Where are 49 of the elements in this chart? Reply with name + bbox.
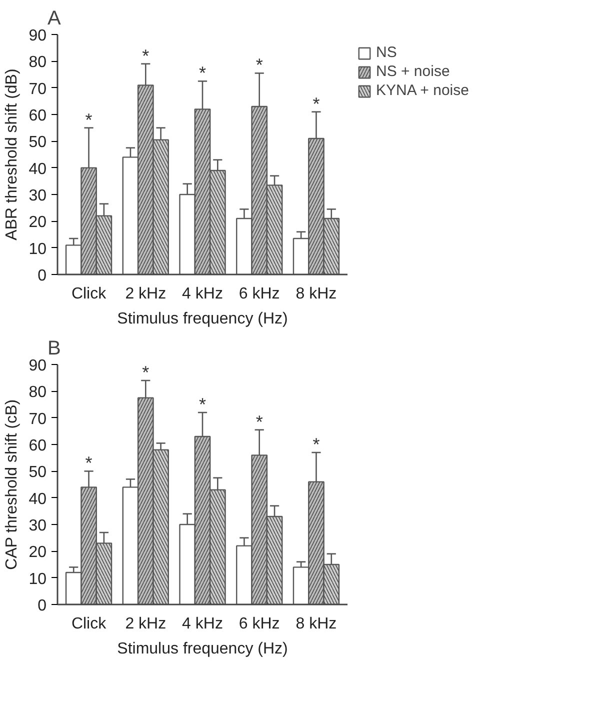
y-tick-label: 10 [28, 570, 47, 588]
annotation: * [142, 362, 150, 382]
x-tick-label: 4 kHz [182, 616, 223, 632]
x-tick-label: 2 kHz [125, 286, 166, 302]
annotation: * [312, 94, 320, 114]
chart-title: A [48, 8, 62, 30]
annotation: * [256, 55, 263, 76]
x-tick-label: 6 kHz [238, 616, 280, 632]
y-tick-label: 60 [28, 438, 47, 454]
y-tick-label: 30 [28, 188, 47, 204]
annotation: * [199, 63, 206, 84]
annotation: * [199, 394, 206, 414]
legend-label: NS + noise [376, 63, 450, 80]
y-tick-label: 70 [28, 80, 47, 98]
annotation: * [312, 434, 320, 454]
y-tick-label: 70 [28, 410, 47, 428]
y-tick-label: 0 [38, 268, 47, 284]
y-tick-label: 80 [28, 54, 47, 72]
x-tick-label: 2 kHz [125, 616, 166, 632]
annotation: * [85, 110, 92, 130]
x-tick-label: 8 kHz [296, 616, 337, 632]
legend-label: NS [376, 44, 397, 61]
x-tick-label: Click [71, 286, 108, 302]
x-tick-label: 8 kHz [296, 286, 337, 302]
y-tick-label: 0 [38, 598, 47, 614]
x-tick-label: Click [71, 616, 108, 632]
y-tick-label: 80 [28, 384, 47, 402]
legend-label: KYNA + noise [376, 82, 469, 99]
y-tick-label: 30 [28, 518, 47, 534]
y-tick-label: 40 [28, 160, 47, 178]
y-tick-label: 10 [28, 240, 47, 258]
x-tick-label: 4 kHz [182, 286, 223, 302]
y-tick-label: 60 [28, 108, 47, 124]
chart-title: B [48, 338, 61, 360]
y-tick-label: 50 [28, 134, 47, 152]
x-tick-label: 6 kHz [238, 286, 280, 302]
x-axis-title: Stimulus frequency (Hz) [117, 310, 288, 328]
annotation: * [85, 453, 92, 474]
y-tick-label: 20 [28, 214, 47, 232]
y-axis-title: ABR threshold shift (dB) [4, 68, 21, 240]
x-axis-title: Stimulus frequency (Hz) [117, 640, 288, 658]
annotation: * [256, 412, 263, 432]
y-tick-label: 90 [28, 358, 47, 374]
y-tick-label: 40 [28, 490, 47, 508]
annotation: * [142, 46, 150, 66]
y-tick-label: 20 [28, 544, 47, 562]
y-axis-title: CAP threshold shift (cB) [4, 399, 21, 570]
y-tick-label: 50 [28, 464, 47, 482]
y-tick-label: 90 [28, 28, 47, 44]
